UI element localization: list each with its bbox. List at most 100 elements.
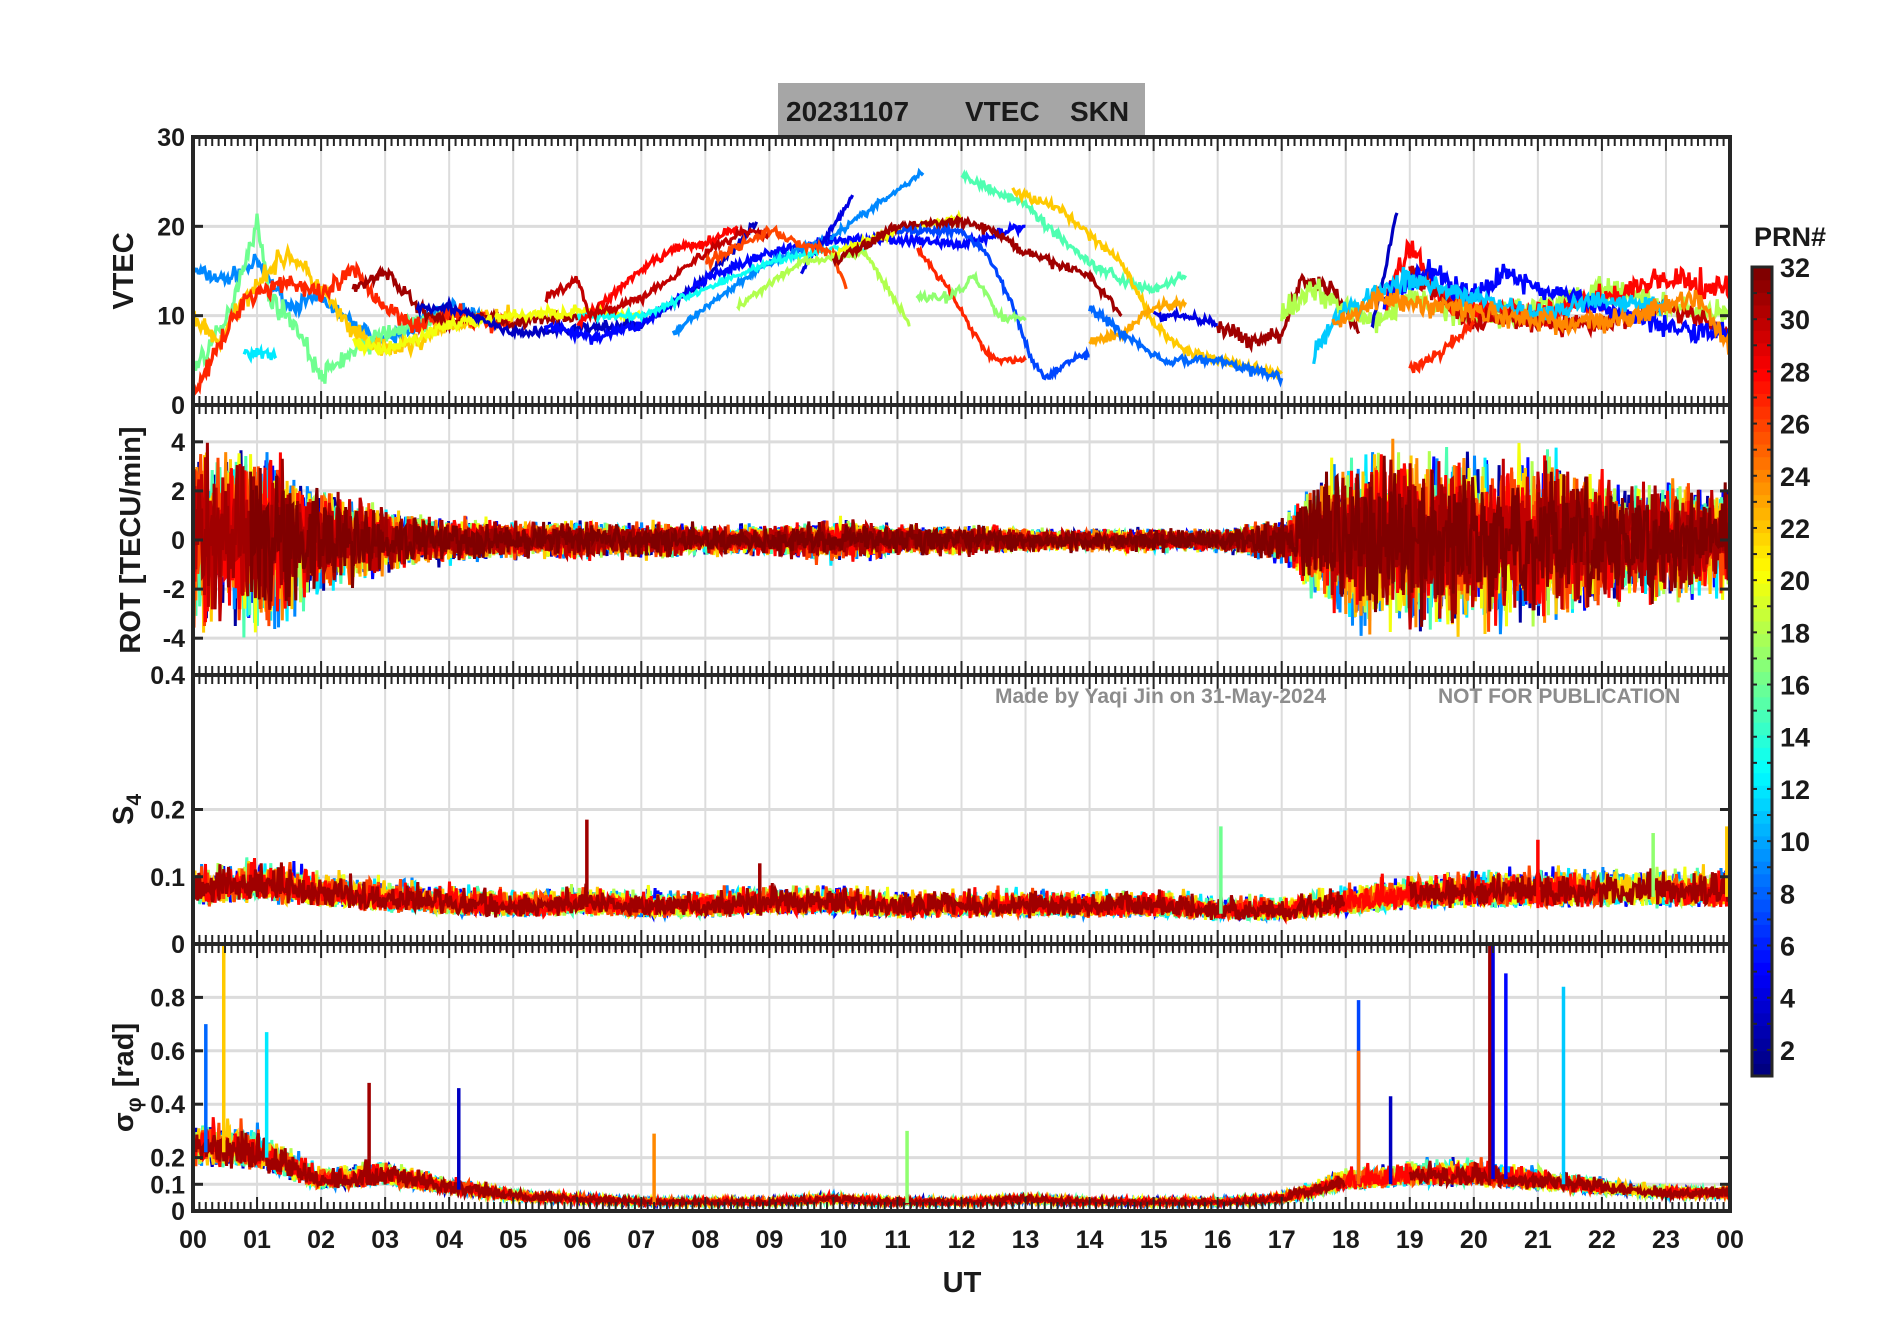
colorbar-segment <box>1752 330 1772 344</box>
vtec-series-prn-31 <box>1216 272 1361 354</box>
colorbar-segment <box>1752 684 1772 698</box>
vtec-series-prn-23 <box>1088 294 1188 348</box>
colorbar-segment <box>1752 962 1772 976</box>
x-tick-label: 04 <box>435 1226 463 1254</box>
colorbar-segment <box>1752 469 1772 483</box>
vtec-series-prn-27 <box>193 260 514 396</box>
s4-series-prn-28 <box>1664 870 1730 908</box>
vtec-y-tick-label: 0 <box>171 392 185 420</box>
colorbar-tick-label: 6 <box>1780 932 1795 962</box>
colorbar-segment <box>1752 797 1772 812</box>
colorbar-segment <box>1752 380 1772 395</box>
sigma_phi-y-axis-label-unit: [rad] <box>108 1023 140 1087</box>
colorbar-segment <box>1752 317 1772 331</box>
vtec-series-prn-7 <box>896 222 1090 381</box>
colorbar-segment <box>1752 772 1772 786</box>
colorbar-segment <box>1752 418 1772 432</box>
title-quantity: VTEC <box>965 96 1040 127</box>
colorbar-tick-label: 12 <box>1780 775 1810 805</box>
colorbar-segment <box>1752 696 1772 711</box>
x-tick-label: 11 <box>884 1226 911 1254</box>
sigma_phi-y-tick-label: 0.8 <box>150 984 185 1012</box>
colorbar-segment <box>1752 1038 1772 1052</box>
colorbar-segment <box>1752 532 1772 546</box>
colorbar-segment <box>1752 608 1772 622</box>
sigma_phi-y-tick-label: 0.1 <box>150 1171 185 1199</box>
watermark-notice: NOT FOR PUBLICATION <box>1438 685 1680 708</box>
colorbar-segment <box>1752 861 1772 875</box>
colorbar-segment <box>1752 646 1772 660</box>
colorbar-tick-label: 30 <box>1780 305 1810 335</box>
colorbar-tick-label: 18 <box>1780 618 1810 648</box>
colorbar-segment <box>1752 292 1772 306</box>
colorbar-segment <box>1752 785 1772 799</box>
vtec-y-tick-label: 20 <box>157 213 185 241</box>
x-tick-label: 08 <box>691 1226 719 1254</box>
x-tick-label: 22 <box>1588 1226 1616 1254</box>
vtec-series-prn-9 <box>671 167 925 338</box>
sigma_phi-y-tick-label: 0 <box>171 1198 185 1226</box>
colorbar-segment <box>1752 494 1772 508</box>
x-axis-label: UT <box>943 1267 982 1299</box>
colorbar-segment <box>1752 987 1772 1001</box>
vtec-series-prn-27 <box>1408 319 1476 374</box>
rot-y-axis-label: ROT [TECU/min] <box>115 426 147 653</box>
x-tick-label: 09 <box>755 1226 783 1254</box>
x-tick-label: 17 <box>1268 1226 1296 1254</box>
x-tick-label: 19 <box>1396 1226 1424 1254</box>
colorbar-segment <box>1752 393 1772 407</box>
colorbar-segment <box>1752 456 1772 470</box>
x-tick-label: 05 <box>499 1226 527 1254</box>
s4-series-prn-31 <box>193 862 1346 923</box>
colorbar-segment <box>1752 1025 1772 1039</box>
colorbar-tick-label: 22 <box>1780 514 1810 544</box>
x-tick-label: 13 <box>1012 1226 1040 1254</box>
colorbar-segment <box>1752 557 1772 571</box>
colorbar-segment <box>1752 267 1772 281</box>
vtec-series-prn-27 <box>916 244 1027 367</box>
colorbar-segment <box>1752 279 1772 293</box>
colorbar-segment <box>1752 545 1772 559</box>
colorbar-segment <box>1752 924 1772 938</box>
colorbar-segment <box>1752 304 1772 319</box>
rot-y-tick-label: -4 <box>163 625 185 653</box>
x-tick-label: 23 <box>1652 1226 1680 1254</box>
title-station: SKN <box>1070 96 1129 127</box>
vtec-series-prn-12 <box>242 343 278 364</box>
colorbar-tick-label: 28 <box>1780 357 1810 387</box>
sigma_phi-y-tick-label: 0.4 <box>150 1091 185 1119</box>
title-date: 20231107 <box>786 96 909 127</box>
colorbar-tick-label: 26 <box>1780 410 1810 440</box>
x-tick-label: 00 <box>1716 1226 1744 1254</box>
watermark-made-by: Made by Yaqi Jin on 31-May-2024 <box>995 685 1326 708</box>
series-layer <box>193 167 1730 1211</box>
colorbar-segment <box>1752 936 1772 951</box>
vtec-series-prn-22 <box>1011 187 1283 381</box>
colorbar-segment <box>1752 835 1772 850</box>
colorbar-segment <box>1752 355 1772 369</box>
s4-series-prn-31 <box>1408 868 1730 909</box>
colorbar-segment <box>1752 507 1772 521</box>
x-tick-label: 16 <box>1204 1226 1232 1254</box>
colorbar-tick-label: 4 <box>1780 984 1795 1014</box>
colorbar-segment <box>1752 633 1772 647</box>
colorbar-segment <box>1752 671 1772 685</box>
colorbar-segment <box>1752 368 1772 382</box>
colorbar-segment <box>1752 899 1772 913</box>
colorbar-tick-label: 8 <box>1780 879 1795 909</box>
s4-y-tick-label: 0.2 <box>150 797 185 825</box>
x-tick-label: 15 <box>1140 1226 1168 1254</box>
rot-y-tick-label: -2 <box>163 576 185 604</box>
colorbar-frame <box>1750 265 1774 1078</box>
rot-y-tick-label: 4 <box>171 429 185 457</box>
s4-y-axis-label-text: S <box>108 806 140 825</box>
colorbar-segment <box>1752 873 1772 887</box>
x-tick-label: 20 <box>1460 1226 1488 1254</box>
vtec-series-prn-8 <box>1088 304 1284 388</box>
colorbar-segment <box>1752 1000 1772 1014</box>
colorbar-tick-label: 32 <box>1780 253 1810 283</box>
sigma_phi-y-tick-label: 0.2 <box>150 1145 185 1173</box>
colorbar-segment <box>1752 406 1772 420</box>
sigma_phi-series-prn-31 <box>1408 1160 1730 1204</box>
